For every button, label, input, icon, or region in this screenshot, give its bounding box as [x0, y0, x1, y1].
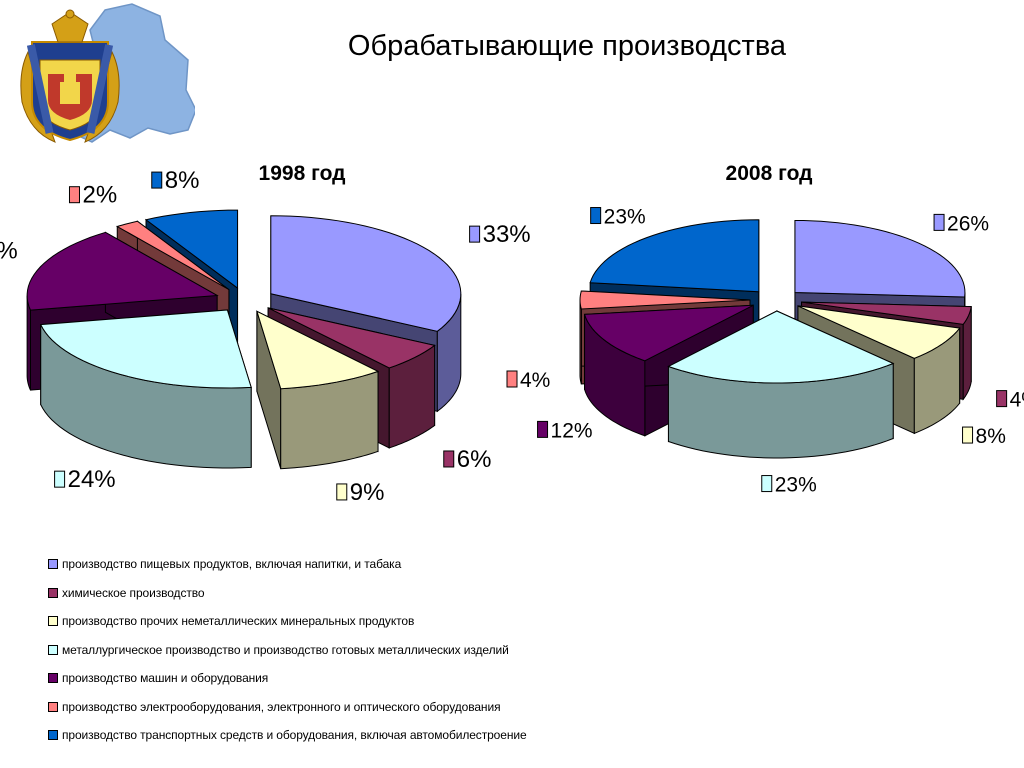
data-label: 9% [350, 479, 385, 506]
data-label: 12% [551, 419, 593, 442]
legend-swatch [48, 673, 58, 684]
data-label: 26% [947, 212, 989, 235]
data-label: 4% [1010, 389, 1024, 412]
data-label: 33% [483, 221, 531, 248]
chart-title-2008: 2008 год [726, 162, 813, 185]
data-label: 8% [976, 425, 1006, 448]
data-label-swatch [469, 225, 481, 243]
data-label-swatch [506, 370, 518, 388]
legend-label: производство прочих неметаллических мине… [62, 614, 415, 629]
region-emblem [20, 3, 195, 143]
data-label-swatch [962, 426, 974, 444]
legend-item: производство пищевых продуктов, включая … [48, 550, 668, 579]
data-label-swatch [761, 475, 773, 493]
legend-swatch [48, 616, 58, 627]
data-label-swatch [151, 171, 163, 189]
data-label: 6% [457, 446, 492, 473]
chart-title-1998: 1998 год [259, 162, 346, 185]
data-label-swatch [933, 213, 945, 231]
data-label-swatch [537, 420, 549, 438]
data-label: 2% [82, 182, 117, 209]
legend-label: производство машин и оборудования [62, 671, 269, 686]
data-label: 24% [68, 466, 116, 493]
data-label-swatch [996, 390, 1008, 408]
coat-of-arms-icon [20, 9, 120, 143]
legend-label: металлургическое производство и производ… [62, 642, 509, 657]
pie-slice-metallurgy-2008 [667, 310, 895, 459]
legend-swatch [48, 559, 58, 570]
legend-label: производство электрооборудования, электр… [62, 699, 501, 714]
data-label-swatch [68, 186, 80, 204]
data-label: 23% [775, 474, 817, 497]
legend-label: производство транспортных средств и обор… [62, 728, 527, 743]
legend-swatch [48, 701, 58, 712]
data-label: 18% [0, 238, 18, 265]
legend-swatch [48, 587, 58, 598]
data-label: 23% [604, 206, 646, 229]
data-label-swatch [443, 450, 455, 468]
legend-item: производство электрооборудования, электр… [48, 693, 668, 722]
legend-item: химическое производство [48, 579, 668, 608]
legend-swatch [48, 730, 58, 741]
legend-swatch [48, 644, 58, 655]
legend: производство пищевых продуктов, включая … [48, 550, 668, 750]
pie-slice-nonmetal-1998 [256, 310, 380, 470]
legend-item: металлургическое производство и производ… [48, 636, 668, 665]
page-title: Обрабатывающие производства [347, 30, 787, 62]
data-label-swatch [54, 470, 66, 488]
legend-label: производство пищевых продуктов, включая … [62, 557, 402, 572]
legend-item: производство машин и оборудования [48, 664, 668, 693]
legend-item: производство прочих неметаллических мине… [48, 607, 668, 636]
legend-item: производство транспортных средств и обор… [48, 721, 668, 750]
legend-label: химическое производство [62, 585, 205, 600]
data-label-swatch [590, 207, 602, 225]
data-label: 8% [165, 167, 200, 194]
data-label-swatch [336, 483, 348, 501]
pie-slice-metallurgy-1998 [39, 309, 252, 469]
data-label: 4% [520, 369, 550, 392]
